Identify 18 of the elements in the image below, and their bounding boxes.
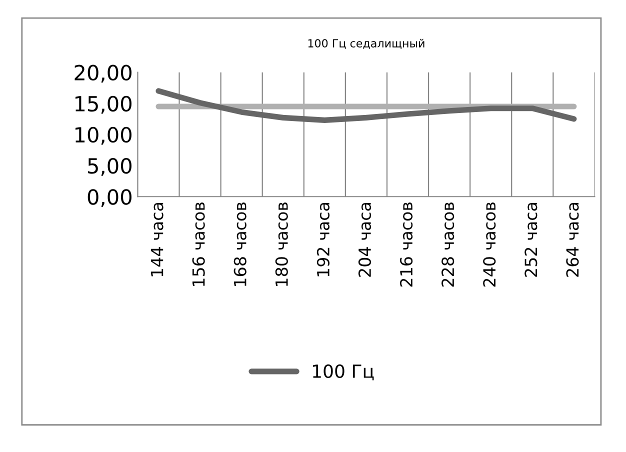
x-tick-label: 180 часов <box>275 202 288 286</box>
x-tick-label: 144 часа <box>150 202 164 276</box>
y-tick-label: 10,00 <box>76 126 132 145</box>
x-tick-label: 204 часа <box>358 202 372 277</box>
x-tick-label: 216 часов <box>400 202 413 287</box>
x-tick-label: 252 часа <box>524 202 538 277</box>
x-tick-label: 192 часа <box>316 202 330 276</box>
chart-title: 100 Гц седалищный <box>308 38 424 49</box>
y-tick-label: 0,00 <box>88 189 132 207</box>
y-tick-label: 15,00 <box>76 96 132 114</box>
x-tick-label: 168 часов <box>234 202 246 286</box>
x-tick-label: 156 часов <box>192 202 205 286</box>
y-tick-label: 5,00 <box>88 158 132 176</box>
x-tick-label: 264 часа <box>566 202 579 277</box>
x-tick-label: 240 часов <box>483 202 496 287</box>
x-tick-label: 228 часов <box>442 202 454 287</box>
legend-label: 100 Гц <box>313 364 374 380</box>
y-tick-label: 20,00 <box>74 64 132 83</box>
